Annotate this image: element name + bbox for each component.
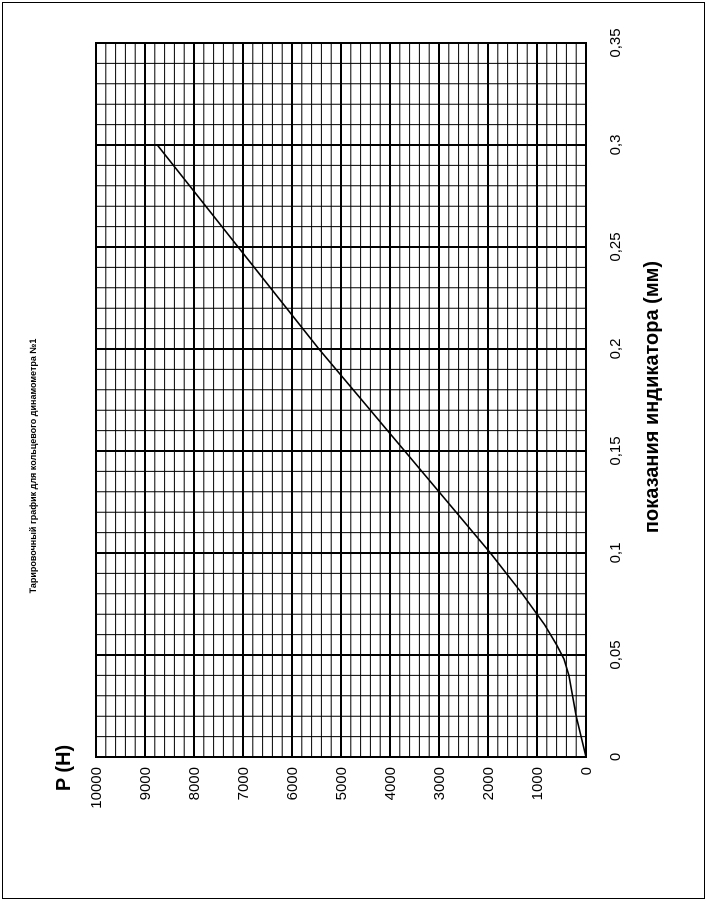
x-axis-label: показания индикатора (мм)	[641, 261, 663, 533]
x-tick-label: 0,2	[607, 339, 624, 360]
x-tick-label: 0,35	[607, 28, 624, 57]
y-tick-label: 0	[578, 767, 595, 775]
y-axis-label: P (H)	[53, 745, 75, 791]
x-tick-labels: 0 0,05 0,1 0,15 0,2 0,25 0,3 0,35	[607, 28, 624, 761]
y-tick-label: 5000	[333, 767, 350, 800]
y-tick-label: 9000	[137, 767, 154, 800]
series-line	[156, 144, 587, 758]
series-layer	[156, 144, 587, 758]
y-tick-labels: 0 1000 2000 3000 4000 5000 6000 7000 8000 9000 100…	[88, 767, 595, 809]
y-tick-label: 1000	[529, 767, 546, 800]
x-tick-label: 0,15	[607, 436, 624, 465]
x-tick-label: 0,1	[607, 543, 624, 564]
plot-border	[95, 42, 587, 758]
chart-title: Тарировочный график для кольцевого динам…	[28, 339, 38, 594]
y-tick-label: 7000	[235, 767, 252, 800]
x-tick-label: 0,05	[607, 640, 624, 669]
y-tick-label: 10000	[88, 767, 105, 809]
x-tick-label: 0,3	[607, 135, 624, 156]
y-tick-label: 8000	[186, 767, 203, 800]
y-tick-label: 6000	[284, 767, 301, 800]
x-tick-label: 0,25	[607, 232, 624, 261]
y-tick-label: 3000	[431, 767, 448, 800]
y-tick-label: 2000	[480, 767, 497, 800]
y-tick-label: 4000	[382, 767, 399, 800]
x-tick-label: 0	[607, 753, 624, 761]
major-grid	[95, 42, 587, 758]
